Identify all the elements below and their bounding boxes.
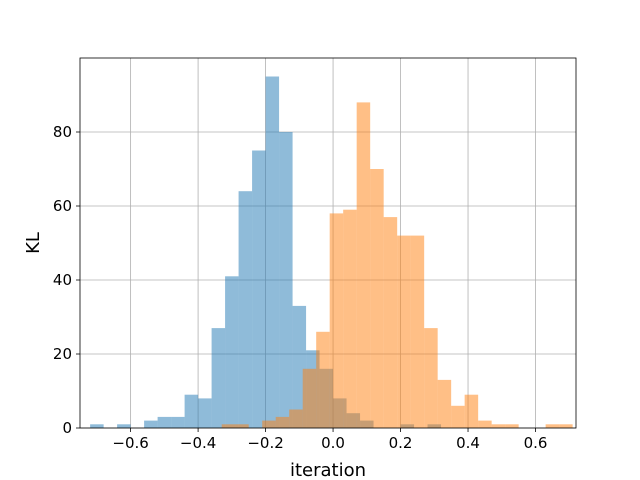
axis-ticks: −0.6 −0.4 −0.2 0.0 0.2 0.4 0.6 0 20 40 60 80 (53, 123, 548, 452)
histogram-bar-series-2 (289, 409, 303, 428)
histogram-bars (90, 76, 573, 429)
y-tick-label: 40 (53, 271, 72, 289)
x-tick-label: 0.0 (321, 434, 345, 452)
histogram-bar-series-2 (397, 235, 411, 428)
histogram-bar-series-2 (262, 420, 276, 428)
x-axis-label: iteration (290, 460, 366, 480)
histogram-bar-series-2 (491, 424, 506, 428)
histogram-bar-series-1 (252, 150, 266, 428)
y-tick-label: 80 (53, 123, 72, 141)
x-tick-label: −0.4 (180, 434, 216, 452)
histogram-bar-series-1 (144, 420, 158, 428)
histogram-bar-series-2 (356, 102, 371, 429)
histogram-bar-series-2 (275, 416, 290, 428)
histogram-bar-series-1 (225, 276, 239, 428)
histogram-bar-series-2 (370, 169, 384, 428)
histogram-bar-series-2 (437, 379, 452, 428)
x-tick-label: −0.6 (112, 434, 148, 452)
histogram-bar-series-2 (424, 328, 438, 428)
histogram-bar-series-1 (171, 416, 185, 428)
histogram-bar-series-2 (329, 213, 344, 428)
histogram-bar-series-1 (117, 424, 131, 428)
histogram-bar-series-2 (235, 424, 249, 428)
histogram-bar-series-1 (90, 424, 104, 428)
histogram-bar-series-2 (478, 420, 492, 428)
y-tick-label: 20 (53, 345, 72, 363)
x-tick-label: −0.2 (247, 434, 283, 452)
histogram-bar-series-1 (279, 132, 293, 428)
histogram-bar-series-2 (545, 424, 560, 428)
histogram-bar-series-2 (505, 424, 519, 428)
histogram-bar-series-1 (184, 394, 199, 428)
x-tick-label: 0.6 (524, 434, 548, 452)
histogram-bar-series-2 (464, 394, 479, 428)
histogram-bar-series-2 (343, 209, 357, 428)
histogram-bar-series-1 (238, 191, 253, 428)
histogram-bar-series-2 (316, 331, 330, 428)
y-axis-label: KL (23, 232, 44, 254)
y-tick-label: 60 (53, 197, 72, 215)
y-tick-label: 0 (62, 419, 72, 437)
x-tick-label: 0.2 (389, 434, 413, 452)
histogram-bar-series-1 (211, 328, 226, 428)
histogram-bar-series-2 (383, 217, 398, 428)
x-tick-label: 0.4 (456, 434, 480, 452)
histogram-bar-series-2 (221, 424, 236, 428)
histogram-bar-series-1 (265, 76, 280, 428)
histogram-bar-series-1 (198, 398, 212, 428)
histogram-bar-series-2 (451, 405, 465, 428)
histogram-bar-series-2 (559, 424, 573, 428)
plot-frame (79, 57, 577, 429)
histogram-bar-series-2 (302, 368, 317, 428)
histogram-bar-series-1 (157, 416, 172, 428)
histogram-bar-series-2 (410, 235, 425, 428)
